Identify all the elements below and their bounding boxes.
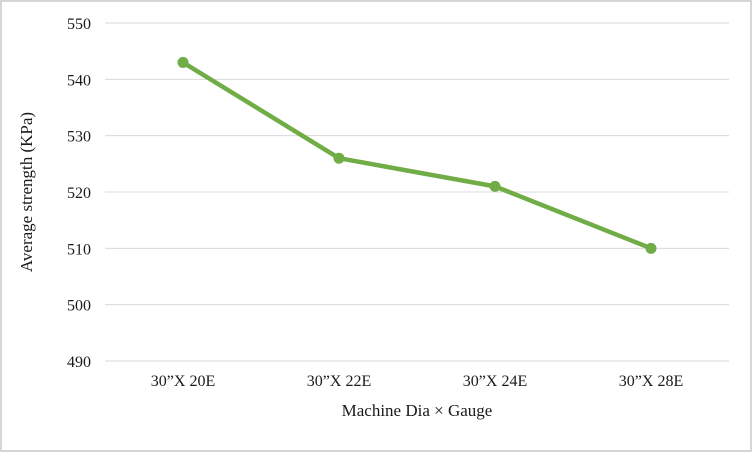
- y-axis-title: Average strength (KPa): [17, 112, 36, 272]
- x-axis-title: Machine Dia × Gauge: [342, 401, 493, 420]
- y-tick-label-510: 510: [67, 241, 91, 258]
- data-point-3: [645, 242, 657, 254]
- series-line: [180, 60, 654, 251]
- series-group: [177, 56, 657, 254]
- x-tick-label-2: 30”X 24E: [463, 373, 527, 390]
- y-tick-labels-group: 490 500 510 520 530 540 550: [67, 16, 91, 371]
- y-tick-label-520: 520: [67, 185, 91, 202]
- x-tick-labels-group: 30”X 20E 30”X 22E 30”X 24E 30”X 28E: [151, 373, 683, 390]
- x-tick-label-0: 30”X 20E: [151, 373, 215, 390]
- data-point-2: [489, 180, 501, 192]
- y-tick-label-530: 530: [67, 129, 91, 146]
- y-tick-label-550: 550: [67, 16, 91, 33]
- data-point-0: [177, 56, 189, 68]
- x-tick-label-1: 30”X 22E: [307, 373, 371, 390]
- data-point-1: [333, 152, 345, 164]
- x-tick-label-3: 30”X 28E: [619, 373, 683, 390]
- y-tick-label-500: 500: [67, 298, 91, 315]
- y-tick-label-540: 540: [67, 72, 91, 89]
- y-tick-label-490: 490: [67, 354, 91, 371]
